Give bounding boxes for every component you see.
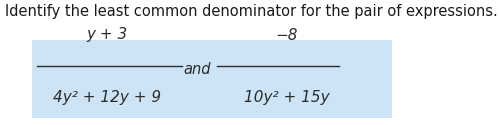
Text: 4y² + 12y + 9: 4y² + 12y + 9 [53,90,161,105]
Text: Identify the least common denominator for the pair of expressions.: Identify the least common denominator fo… [5,4,498,19]
Text: −8: −8 [275,28,298,42]
Text: y + 3: y + 3 [87,28,128,42]
Text: 10y² + 15y: 10y² + 15y [244,90,330,105]
Text: and: and [183,62,211,78]
FancyBboxPatch shape [32,40,392,117]
